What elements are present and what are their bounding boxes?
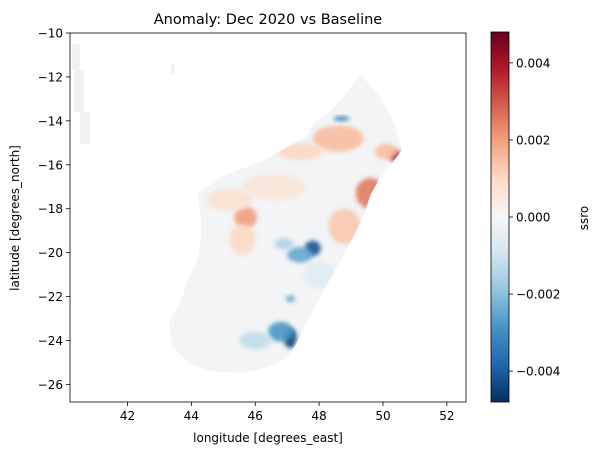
y-tick-label: −26 [38,378,63,392]
y-tick-label: −16 [38,158,63,172]
y-tick-label: −24 [38,334,63,348]
x-axis-label: longitude [degrees_east] [193,431,343,445]
anomaly-patch [303,261,336,288]
colorbar-tick-label: −0.002 [516,288,560,302]
chart-title: Anomaly: Dec 2020 vs Baseline [154,12,383,28]
anomaly-patch [375,143,398,160]
colorbar-tick-label: 0.004 [516,56,550,70]
anomaly-patch [287,247,313,263]
plot-frame [69,32,467,403]
anomaly-patch [355,177,385,209]
x-tick-label: 50 [375,409,390,423]
anomaly-patch [274,238,294,250]
anomaly-patch [268,321,294,342]
y-tick-label: −14 [38,114,63,128]
x-tick-label: 48 [311,409,326,423]
y-tick-label: −18 [38,202,63,216]
anomaly-patch [333,116,350,121]
x-tick-label: 52 [439,409,454,423]
colorbar-label: ssro [577,206,591,231]
x-tick-label: 44 [184,409,199,423]
offshore-specks [72,44,175,144]
anomaly-patches [207,116,403,354]
y-tick-label: −20 [38,246,63,260]
anomaly-patch [229,224,256,255]
anomaly-patch [207,188,253,211]
anomaly-patch [295,336,318,354]
colorbar-tick-label: 0.000 [516,211,550,225]
y-tick-label: −12 [38,70,63,84]
y-tick-label: −22 [38,290,63,304]
x-tick-label: 46 [248,409,263,423]
anomaly-patch [234,206,257,229]
x-tick-label: 42 [120,409,135,423]
colorbar-tick-label: −0.004 [516,365,560,379]
colorbar-axis: 0.004 0.002 0.000 −0.002 −0.004 [509,56,560,379]
anomaly-patch [277,142,323,161]
y-axis-label: latitude [degrees_north] [8,145,22,291]
anomaly-patch [328,208,361,244]
anomaly-patch [285,295,296,303]
plot-area [72,44,403,374]
colorbar [490,31,510,403]
y-axis: −10 −12 −14 −16 −18 −20 −22 −24 −26 [38,27,70,392]
anomaly-patch [239,331,272,350]
colorbar-tick-label: 0.002 [516,133,550,147]
anomaly-patch [312,125,364,152]
y-tick-label: −10 [38,27,63,41]
x-axis: 42 44 46 48 50 52 [120,402,454,423]
anomaly-patch [242,173,307,200]
